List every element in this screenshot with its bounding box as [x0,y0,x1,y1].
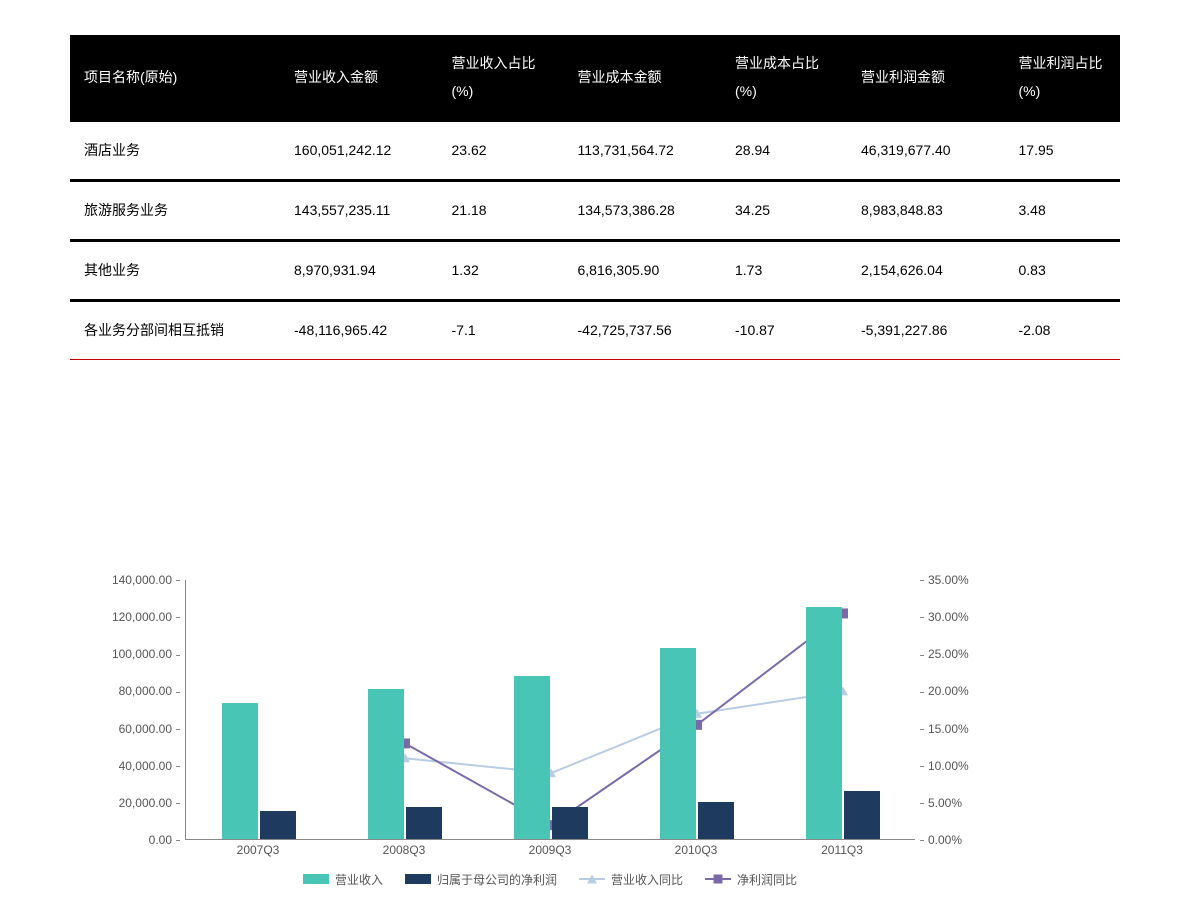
cell: 23.62 [438,122,564,179]
cell: -2.08 [1005,302,1121,360]
col-header: 营业成本占比(%) [721,35,847,119]
bar [260,811,296,839]
y2-tick-label: 0.00% [920,833,962,847]
cell: 34.25 [721,182,847,239]
table-row: 酒店业务160,051,242.1223.62113,731,564.7228.… [70,122,1120,179]
y2-tick-label: 20.00% [920,684,969,698]
y1-tick-label: 20,000.00 [119,796,180,810]
bar [844,791,880,839]
cell: 28.94 [721,122,847,179]
y2-tick-label: 30.00% [920,610,969,624]
table-row: 旅游服务业务143,557,235.1121.18134,573,386.283… [70,182,1120,239]
legend-label: 营业收入同比 [611,871,683,888]
cell: 其他业务 [70,242,280,299]
cell: 8,983,848.83 [847,182,1005,239]
legend-item: 归属于母公司的净利润 [405,871,557,888]
cell: 134,573,386.28 [564,182,722,239]
col-header: 营业收入金额 [280,35,438,119]
cell: 旅游服务业务 [70,182,280,239]
y1-tick-label: 120,000.00 [112,610,180,624]
cell: 8,970,931.94 [280,242,438,299]
table-row: 各业务分部间相互抵销-48,116,965.42-7.1-42,725,737.… [70,302,1120,360]
cell: 21.18 [438,182,564,239]
y2-axis: 0.00%5.00%10.00%15.00%20.00%25.00%30.00%… [920,580,1000,840]
col-header: 营业收入占比(%) [438,35,564,119]
bar [806,607,842,839]
legend-label: 归属于母公司的净利润 [437,871,557,888]
cell: 6,816,305.90 [564,242,722,299]
legend-swatch [405,874,431,884]
cell: 1.73 [721,242,847,299]
legend: 营业收入 归属于母公司的净利润 营业收入同比 净利润同比 [185,867,915,891]
legend-item: 净利润同比 [705,871,797,888]
y1-tick-label: 80,000.00 [119,684,180,698]
cell: 各业务分部间相互抵销 [70,302,280,360]
cell: 17.95 [1005,122,1121,179]
y1-tick-label: 100,000.00 [112,647,180,661]
cell: 0.83 [1005,242,1121,299]
table: 项目名称(原始)营业收入金额营业收入占比(%)营业成本金额营业成本占比(%)营业… [70,35,1120,360]
y2-tick-label: 10.00% [920,759,969,773]
legend-swatch [303,874,329,884]
cell: 2,154,626.04 [847,242,1005,299]
x-tick-label: 2008Q3 [383,843,426,857]
table-head: 项目名称(原始)营业收入金额营业收入占比(%)营业成本金额营业成本占比(%)营业… [70,35,1120,119]
legend-item: 营业收入同比 [579,871,683,888]
cell: 1.32 [438,242,564,299]
bar [406,807,442,839]
x-tick-label: 2007Q3 [237,843,280,857]
bar [514,676,550,839]
col-header: 营业成本金额 [564,35,722,119]
legend-line [705,874,731,884]
col-header: 营业利润占比(%) [1005,35,1121,119]
y2-tick-label: 5.00% [920,796,962,810]
y1-tick-label: 0.00 [149,833,180,847]
bar [368,689,404,839]
table-row: 其他业务8,970,931.941.326,816,305.901.732,15… [70,242,1120,299]
cell: 酒店业务 [70,122,280,179]
plot-area [185,580,915,840]
series-line [405,691,843,773]
y1-tick-label: 60,000.00 [119,722,180,736]
bar [222,703,258,839]
y1-tick-label: 40,000.00 [119,759,180,773]
cell: -42,725,737.56 [564,302,722,360]
legend-label: 营业收入 [335,871,383,888]
y1-tick-label: 140,000.00 [112,573,180,587]
segment-table: 项目名称(原始)营业收入金额营业收入占比(%)营业成本金额营业成本占比(%)营业… [70,35,1120,360]
cell: -48,116,965.42 [280,302,438,360]
series-line [405,613,843,825]
table-body: 酒店业务160,051,242.1223.62113,731,564.7228.… [70,119,1120,360]
col-header: 项目名称(原始) [70,35,280,119]
cell: -7.1 [438,302,564,360]
col-header: 营业利润金额 [847,35,1005,119]
revenue-chart: 0.00 20,000.00 40,000.00 60,000.00 80,000.00… [80,575,1020,895]
y2-tick-label: 15.00% [920,722,969,736]
bar [698,802,734,839]
cell: -5,391,227.86 [847,302,1005,360]
cell: 113,731,564.72 [564,122,722,179]
cell: 3.48 [1005,182,1121,239]
x-tick-label: 2010Q3 [675,843,718,857]
cell: -10.87 [721,302,847,360]
y2-tick-label: 35.00% [920,573,969,587]
x-axis: 2007Q3 2008Q3 2009Q3 2010Q3 2011Q3 [185,843,915,863]
legend-line [579,874,605,884]
bar [552,807,588,839]
legend-label: 净利润同比 [737,871,797,888]
x-tick-label: 2011Q3 [821,843,863,857]
y1-axis: 0.0020,000.0040,000.0060,000.0080,000.00… [80,580,180,840]
x-tick-label: 2009Q3 [529,843,572,857]
legend-item: 营业收入 [303,871,383,888]
cell: 160,051,242.12 [280,122,438,179]
cell: 143,557,235.11 [280,182,438,239]
bar [660,648,696,839]
cell: 46,319,677.40 [847,122,1005,179]
y2-tick-label: 25.00% [920,647,969,661]
